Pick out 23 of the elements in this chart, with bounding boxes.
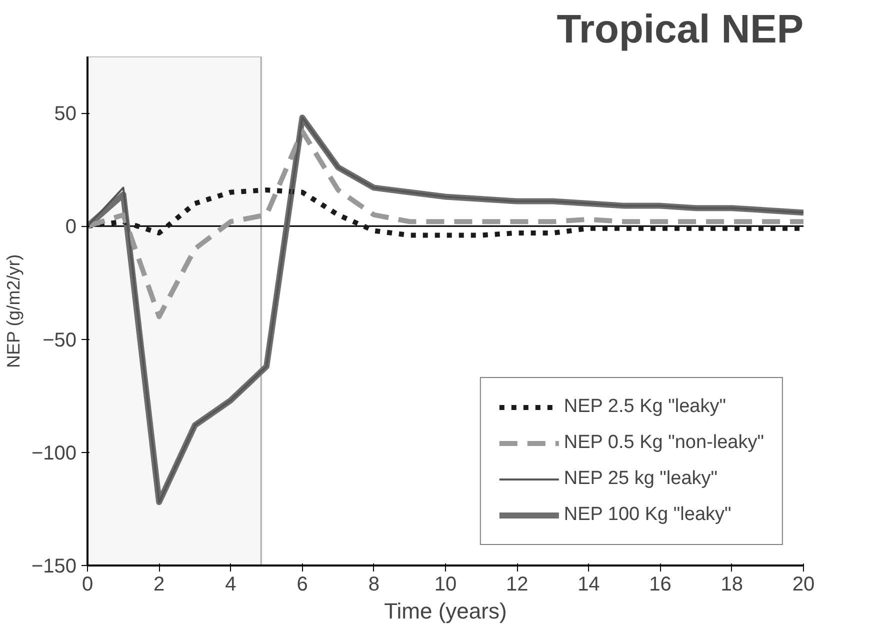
x-tick-label: 12 xyxy=(506,574,528,596)
y-tick-label: −150 xyxy=(31,556,77,578)
legend-label: NEP 0.5 Kg "non-leaky" xyxy=(564,432,764,454)
y-tick-label: 0 xyxy=(65,216,76,238)
x-tick-label: 4 xyxy=(225,574,236,596)
legend-label: NEP 25 kg "leaky" xyxy=(564,468,718,490)
x-tick-label: 16 xyxy=(649,574,672,596)
legend-label: NEP 2.5 Kg "leaky" xyxy=(564,396,726,418)
legend-label: NEP 100 Kg "leaky" xyxy=(564,504,732,526)
y-tick-label: −50 xyxy=(42,329,77,352)
x-tick-label: 10 xyxy=(434,574,457,596)
y-axis-title: NEP (g/m2/yr) xyxy=(3,254,24,368)
x-tick-label: 8 xyxy=(368,574,380,596)
chart-title: Tropical NEP xyxy=(556,8,804,52)
x-tick-label: 20 xyxy=(792,574,815,596)
x-tick-label: 0 xyxy=(82,574,94,596)
y-tick-label: −100 xyxy=(31,442,77,464)
x-tick-label: 6 xyxy=(296,574,308,596)
y-tick-label: 50 xyxy=(54,103,77,126)
x-tick-label: 14 xyxy=(578,574,600,596)
x-axis-title: Time (years) xyxy=(384,598,507,624)
x-tick-label: 2 xyxy=(154,574,165,596)
x-tick-label: 18 xyxy=(720,574,744,596)
